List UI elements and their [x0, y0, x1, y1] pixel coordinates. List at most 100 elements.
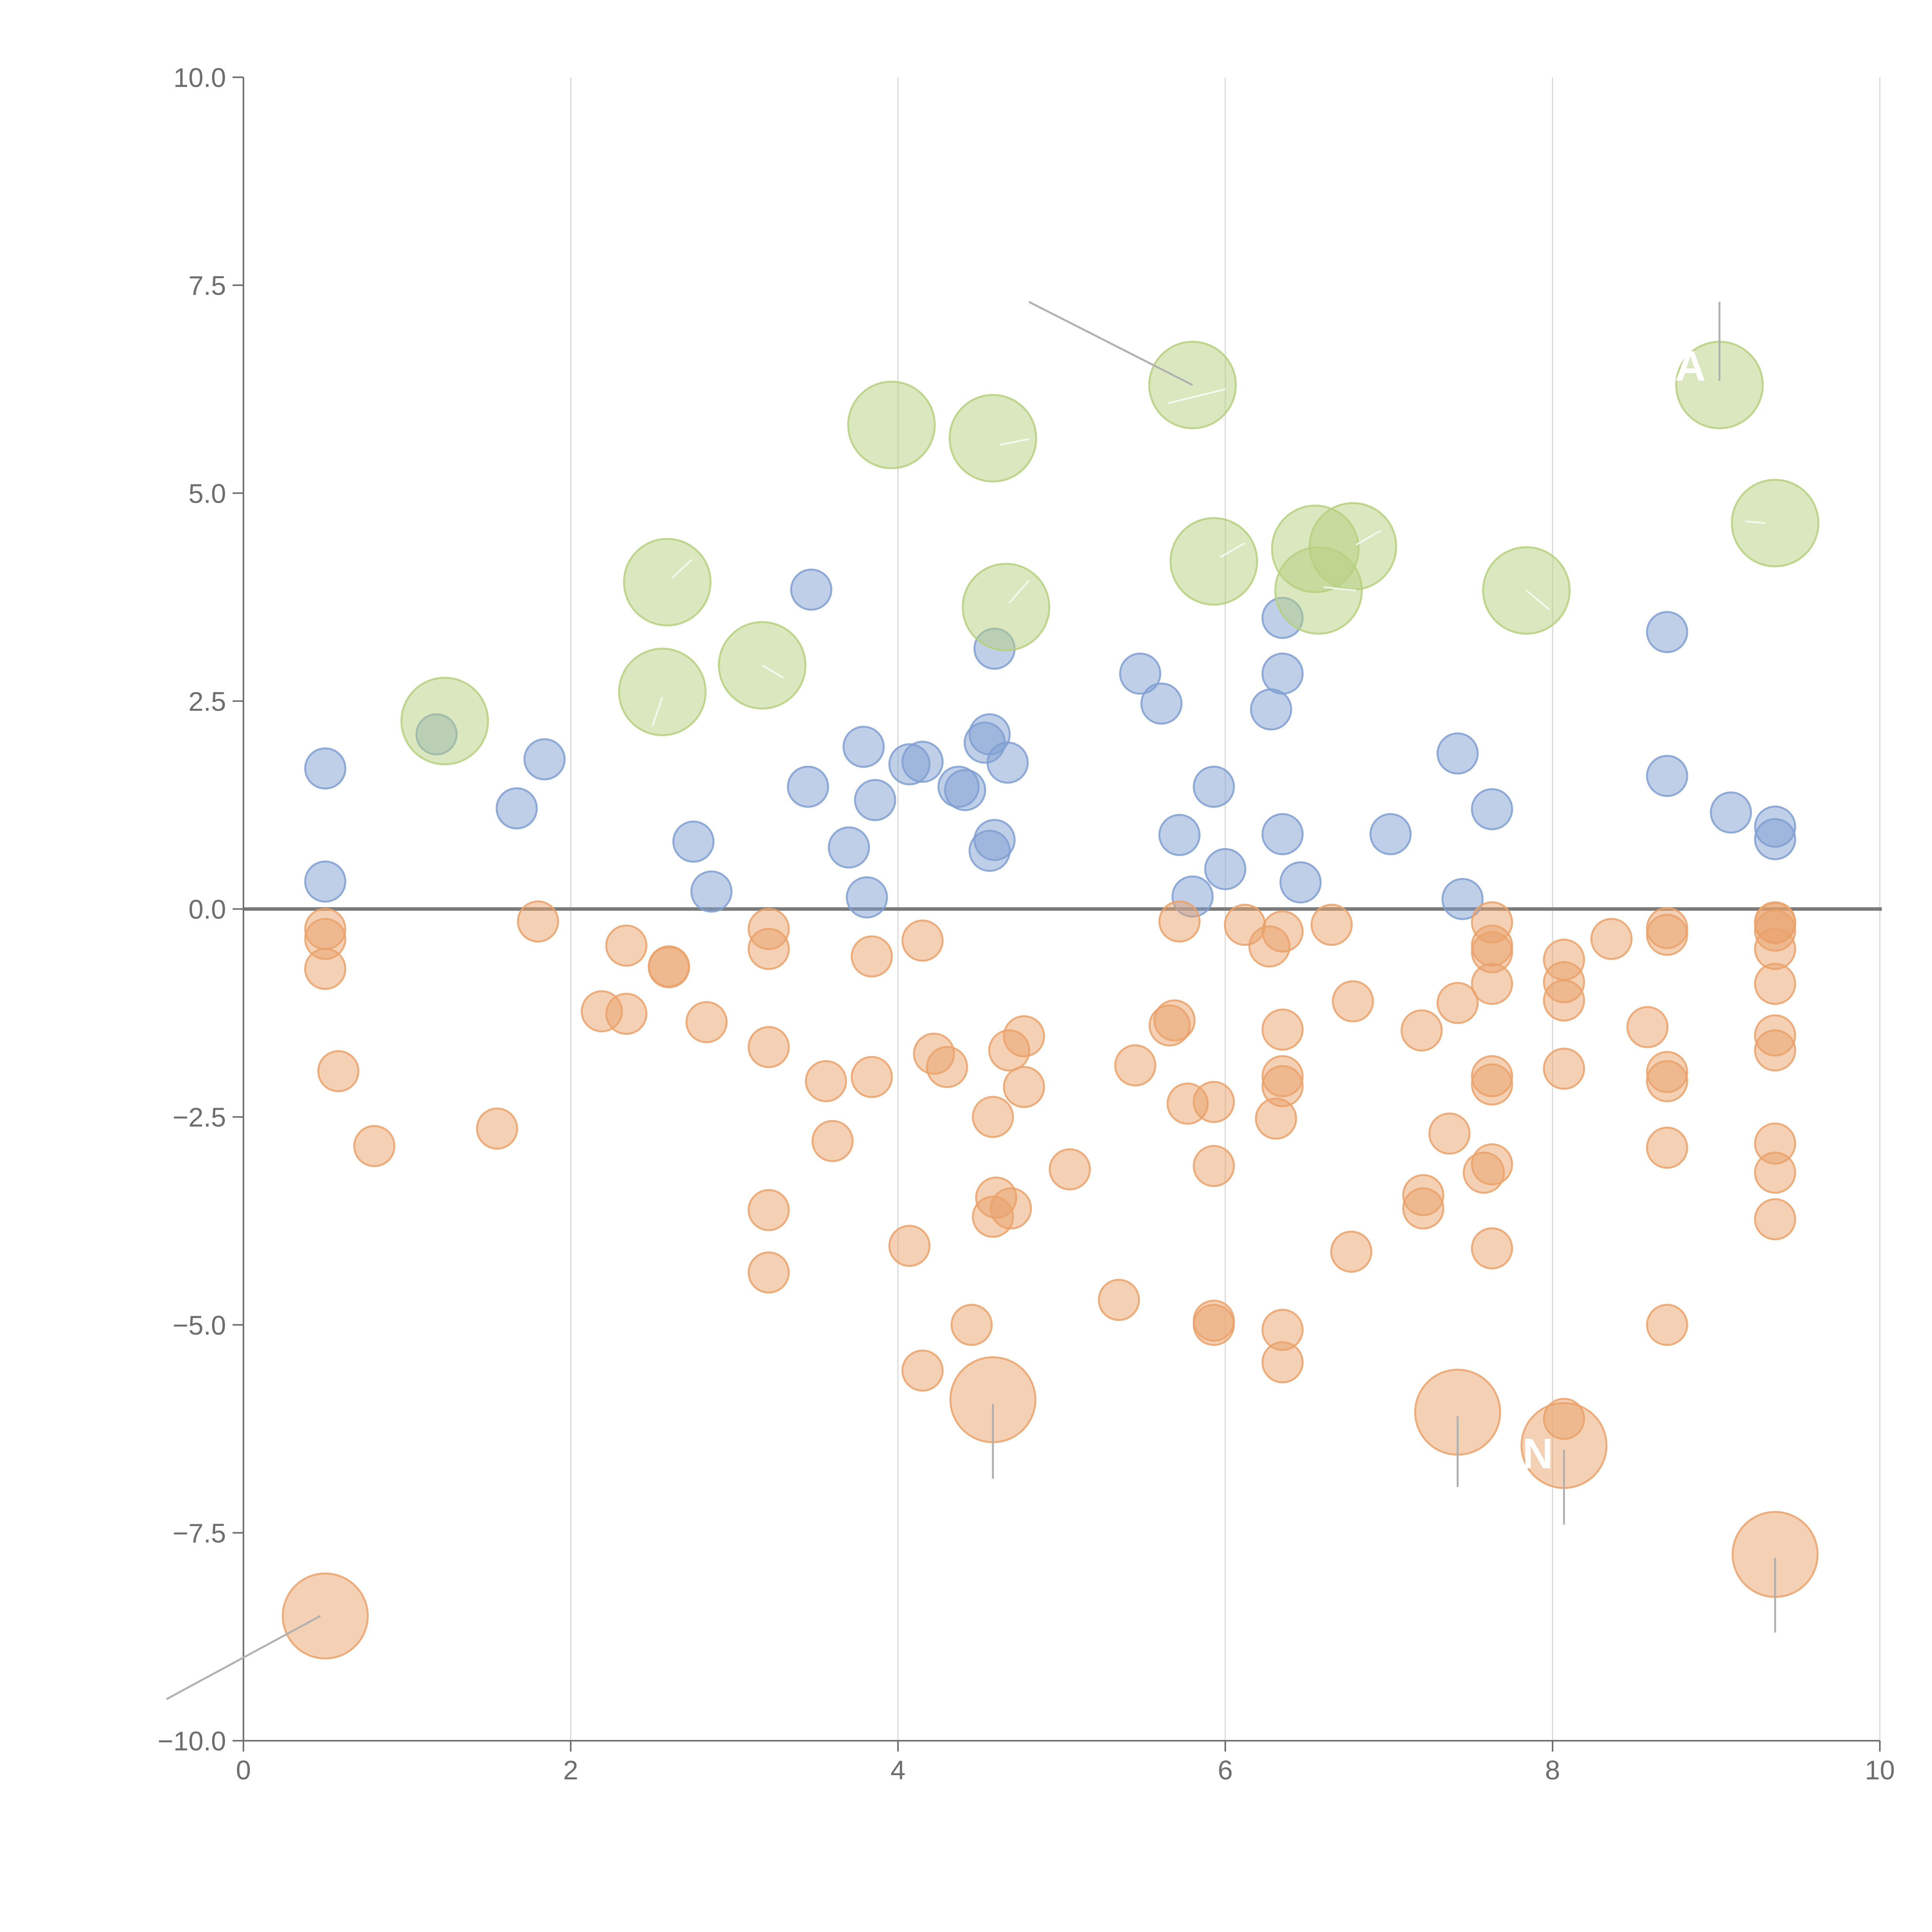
negative-point-45: [1192, 1304, 1235, 1346]
annotation-leader-12: [1355, 530, 1381, 546]
annotation-leader-10: [1009, 580, 1030, 604]
positive-point-9: [828, 826, 870, 869]
negative-point-49: [1261, 910, 1304, 953]
negative-point-2: [304, 947, 347, 990]
positive-point-34: [1369, 813, 1412, 855]
positive-point-28: [1204, 848, 1247, 890]
highlight-positive-point-14: [1731, 479, 1820, 568]
negative-point-32: [990, 1187, 1032, 1230]
positive-point-35: [1436, 732, 1479, 775]
negative-point-37: [1114, 1044, 1156, 1087]
negative-point-8: [605, 924, 648, 967]
negative-point-70: [1471, 1143, 1513, 1185]
negative-point-12: [685, 1001, 728, 1043]
x-tick-label-1: 2: [563, 1755, 578, 1785]
y-tick-label-2: 5.0: [189, 478, 226, 509]
x-axis-ticks: 0 2 4 6 8 10: [236, 1741, 1895, 1785]
negative-point-60: [1402, 1187, 1444, 1230]
negative-point-62: [1436, 982, 1479, 1024]
positive-point-42: [1754, 818, 1796, 861]
positive-point-7: [787, 765, 829, 808]
highlight-positive-point-1: [618, 648, 707, 736]
negative-point-71: [1471, 1227, 1513, 1270]
negative-point-16: [747, 1189, 790, 1231]
annotation-leader-13: [1323, 586, 1357, 592]
y-tick-label-5: −2.5: [173, 1102, 226, 1133]
highlight-positive-point-0: [400, 677, 489, 765]
negative-point-69: [1471, 1063, 1513, 1106]
negative-point-43: [1192, 1081, 1235, 1123]
negative-point-82: [1646, 1060, 1688, 1102]
negative-point-55: [1310, 903, 1353, 946]
negative-point-22: [888, 1225, 931, 1267]
highlight-negative-point-0: [282, 1572, 369, 1660]
negative-point-14: [747, 928, 790, 970]
callout-label-a: A: [1675, 342, 1706, 390]
positive-point-32: [1261, 813, 1304, 855]
negative-point-91: [1754, 1029, 1796, 1071]
negative-point-5: [476, 1107, 518, 1150]
x-tick-label-4: 8: [1545, 1755, 1560, 1785]
positive-point-38: [1646, 611, 1688, 653]
annotation-leader-16: [651, 696, 663, 726]
positive-point-40: [1710, 791, 1752, 834]
highlight-positive-point-6: [962, 563, 1051, 651]
y-tick-label-1: 7.5: [189, 270, 226, 301]
negative-point-56: [1332, 980, 1374, 1022]
negative-point-42: [1192, 1145, 1235, 1187]
negative-point-33: [1003, 1015, 1045, 1058]
positive-point-36: [1441, 878, 1484, 920]
highlight-positive-point-11: [1308, 502, 1397, 591]
annotation-leader-7: [1168, 388, 1226, 404]
negative-point-83: [1646, 1126, 1688, 1169]
negative-point-17: [747, 1251, 790, 1294]
negative-point-18: [805, 1060, 847, 1102]
positive-point-0: [304, 747, 347, 790]
positive-point-3: [495, 787, 538, 830]
negative-point-57: [1330, 1230, 1372, 1273]
negative-point-21: [850, 1056, 893, 1098]
positive-point-22: [986, 742, 1029, 784]
annotation-leader-6: [166, 1615, 321, 1700]
positive-point-37: [1471, 788, 1513, 830]
positive-point-27: [1192, 765, 1235, 808]
negative-point-78: [1626, 1006, 1669, 1048]
positive-point-14: [901, 741, 944, 783]
positive-point-11: [846, 876, 888, 918]
negative-point-27: [951, 1304, 993, 1346]
y-tick-label-4: 0.0: [189, 895, 226, 925]
negative-point-23: [901, 1349, 944, 1392]
annotation-leader-15: [1745, 520, 1765, 524]
negative-point-28: [972, 1096, 1014, 1138]
negative-point-75: [1543, 1048, 1585, 1090]
negative-point-61: [1428, 1112, 1471, 1155]
highlight-positive-point-4: [847, 381, 936, 469]
annotation-leader-8: [999, 438, 1029, 446]
negative-point-9: [605, 993, 648, 1035]
positive-point-16: [944, 769, 986, 811]
positive-point-6: [690, 870, 733, 913]
positive-point-10: [842, 726, 885, 768]
positive-point-29: [1250, 688, 1293, 731]
negative-point-77: [1590, 918, 1633, 960]
positive-point-4: [523, 738, 566, 781]
annotation-leader-11: [1220, 542, 1245, 558]
negative-point-52: [1261, 1065, 1304, 1107]
highlight-positive-point-2: [623, 538, 712, 627]
x-tick-label-0: 0: [236, 1755, 251, 1785]
y-tick-label-6: −5.0: [173, 1310, 226, 1340]
positive-point-25: [1158, 814, 1201, 856]
negative-point-58: [1400, 1009, 1443, 1052]
negative-point-24: [901, 919, 944, 962]
negative-point-20: [850, 935, 893, 978]
callout-label-n: N: [1522, 1430, 1553, 1478]
positive-point-12: [854, 779, 896, 821]
annotation-leader-0: [1028, 301, 1193, 386]
highlight-positive-point-8: [1169, 517, 1258, 606]
negative-point-54: [1261, 1341, 1304, 1384]
positive-point-39: [1646, 755, 1688, 797]
positive-point-33: [1279, 861, 1322, 904]
annotation-leader-9: [672, 559, 692, 579]
x-tick-label-2: 4: [891, 1755, 906, 1785]
